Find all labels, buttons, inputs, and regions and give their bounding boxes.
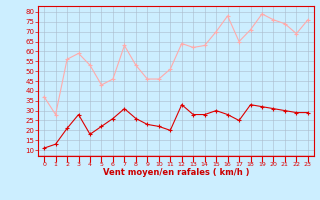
X-axis label: Vent moyen/en rafales ( km/h ): Vent moyen/en rafales ( km/h )	[103, 168, 249, 177]
